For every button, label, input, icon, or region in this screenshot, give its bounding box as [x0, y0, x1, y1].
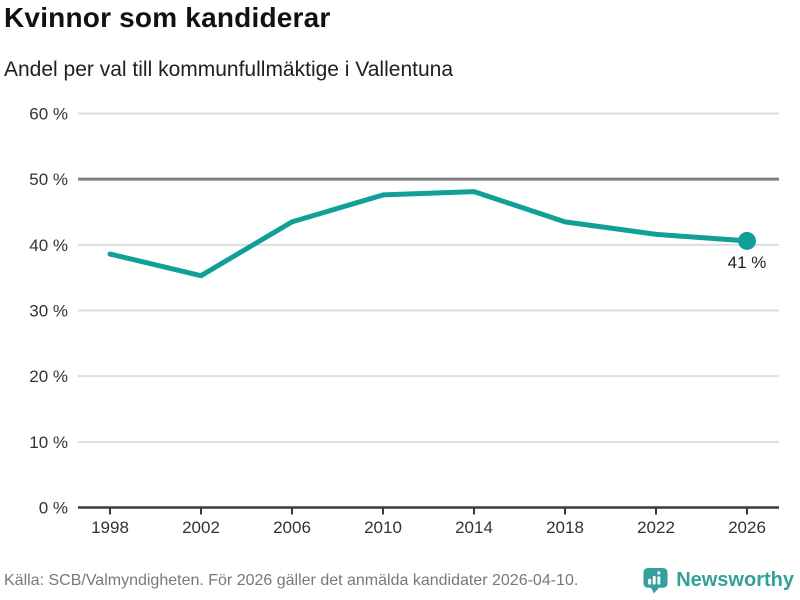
x-tick-label: 1998 [91, 518, 129, 537]
y-tick-label: 60 % [29, 104, 68, 123]
y-tick-label: 0 % [39, 499, 68, 518]
x-tick-label: 2018 [546, 518, 584, 537]
newsworthy-logo: Newsworthy [642, 567, 794, 594]
end-point-dot [738, 231, 756, 250]
page-title: Kvinnor som kandiderar [4, 2, 331, 33]
x-tick-label: 2014 [455, 518, 493, 537]
source-note: Källa: SCB/Valmyndigheten. För 2026 gäll… [4, 571, 579, 589]
data-line [107, 189, 750, 279]
page-subtitle: Andel per val till kommunfullmäktige i V… [4, 58, 453, 81]
newsworthy-logo-icon [643, 567, 668, 594]
end-point-label: 41 % [728, 253, 767, 272]
x-tick-label: 2002 [182, 518, 220, 537]
footer: Källa: SCB/Valmyndigheten. För 2026 gäll… [4, 567, 794, 594]
x-tick-label: 2006 [273, 518, 311, 537]
y-tick-label: 20 % [29, 367, 68, 386]
y-tick-label: 40 % [29, 236, 68, 255]
line-chart: 0 % 10 % 20 % 30 % 40 % 50 % 60 % 1998 2002 2006 2… [29, 104, 779, 537]
y-tick-label: 10 % [29, 433, 68, 452]
y-tick-label: 50 % [29, 170, 68, 189]
y-tick-label: 30 % [29, 301, 68, 320]
x-tick-label: 2022 [637, 518, 675, 537]
x-tick-label: 2026 [728, 518, 766, 537]
newsworthy-logo-text: Newsworthy [676, 569, 794, 591]
x-tick-label: 2010 [364, 518, 402, 537]
